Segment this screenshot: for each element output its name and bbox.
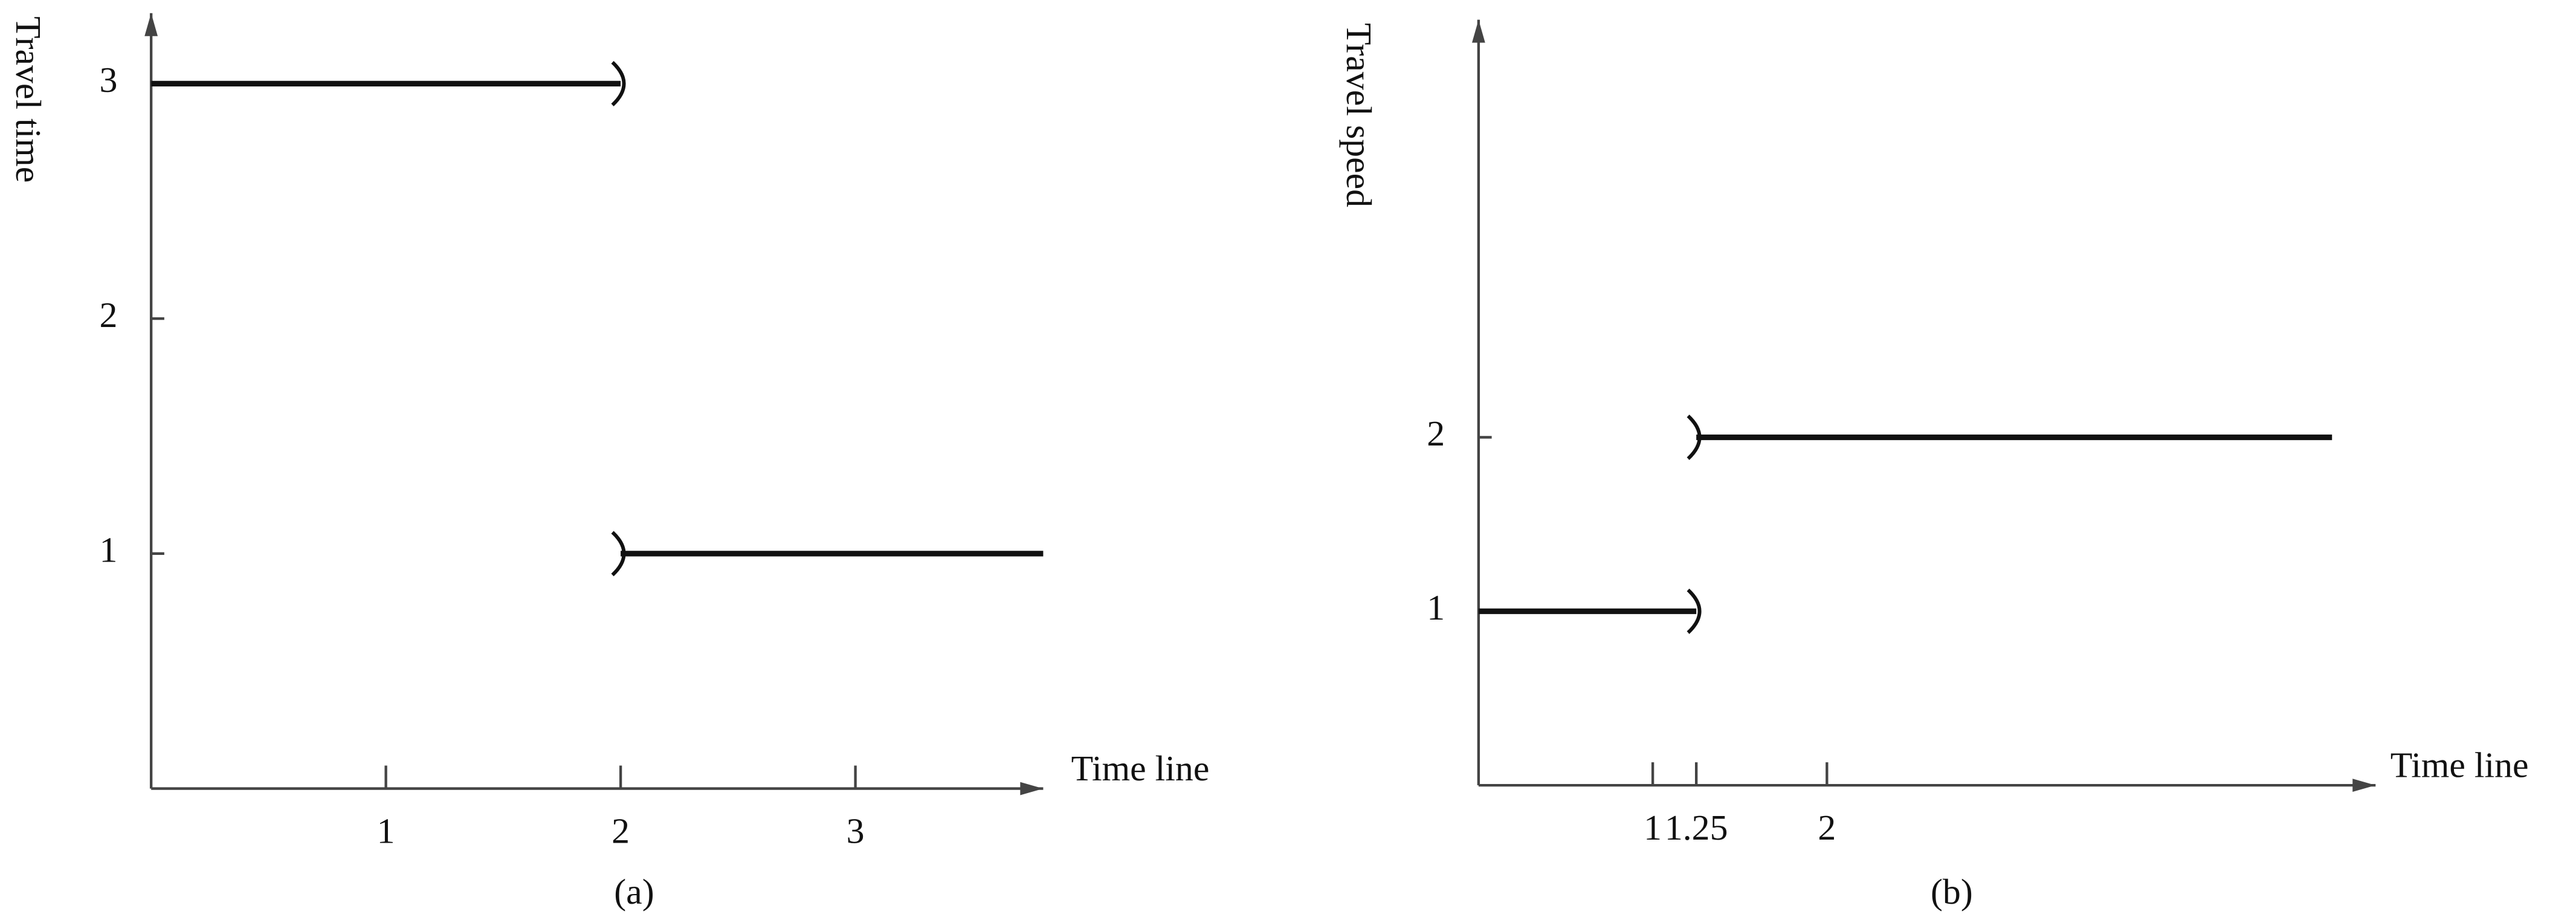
y-axis-label: Travel speed	[1339, 23, 1379, 207]
y-axis-arrow	[1472, 19, 1485, 43]
y-tick-label: 2	[1427, 413, 1445, 453]
y-tick-label: 1	[1427, 588, 1445, 627]
x-tick-label: 1.25	[1665, 808, 1728, 847]
x-tick-label: 2	[1818, 808, 1836, 847]
y-tick-label: 3	[99, 60, 117, 100]
x-tick-label: 2	[612, 811, 630, 850]
x-tick-label: 1	[1644, 808, 1662, 847]
x-axis-label: Time line	[2390, 745, 2529, 785]
open-end	[611, 531, 626, 577]
caption: (a)	[614, 872, 654, 912]
x-axis-arrow	[1020, 782, 1044, 795]
y-axis-label: Travel time	[8, 16, 48, 183]
x-tick-label: 1	[377, 811, 395, 850]
x-axis-arrow	[2352, 779, 2376, 792]
open-end	[1687, 588, 1702, 634]
y-tick-label: 1	[99, 530, 117, 570]
open-end	[1687, 414, 1702, 460]
caption: (b)	[1931, 872, 1973, 912]
y-tick-label: 2	[99, 295, 117, 335]
x-tick-label: 3	[847, 811, 865, 850]
y-axis-arrow	[144, 13, 158, 36]
x-axis-label: Time line	[1071, 748, 1210, 788]
open-end	[611, 60, 626, 106]
